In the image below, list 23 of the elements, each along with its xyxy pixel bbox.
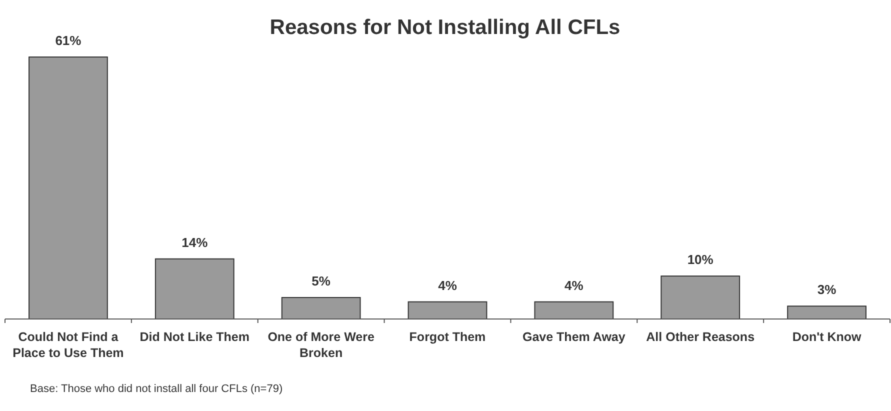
x-tick-label: All Other Reasons: [646, 330, 755, 344]
bar: [28, 56, 108, 320]
data-label: 61%: [55, 33, 82, 48]
bar: [408, 301, 488, 320]
data-label: 4%: [564, 278, 584, 293]
x-tick-label: One of More Were Broken: [268, 330, 374, 360]
text: Base: Those who did not install all four CFLs (n=79): [30, 383, 283, 395]
x-tick-label: Could Not Find a Place to Use Them: [12, 330, 124, 360]
bar: [281, 297, 361, 320]
bar: [787, 306, 866, 320]
x-tick-label: Did Not Like Them: [140, 330, 250, 344]
x-tick-label: Forgot Them: [409, 330, 486, 344]
bar: [660, 276, 740, 320]
bar: [534, 301, 614, 320]
data-label: 10%: [687, 252, 714, 268]
bar: [154, 258, 234, 320]
data-label: 4%: [438, 278, 458, 293]
x-tick-label: Don't Know: [792, 330, 862, 344]
x-tick-label: Gave Them Away: [522, 330, 626, 344]
data-label: 5%: [312, 274, 331, 289]
chart-title: Reasons for Not Installing All CFLs: [270, 16, 620, 39]
data-label: 14%: [182, 234, 208, 250]
data-label: 3%: [817, 282, 837, 298]
